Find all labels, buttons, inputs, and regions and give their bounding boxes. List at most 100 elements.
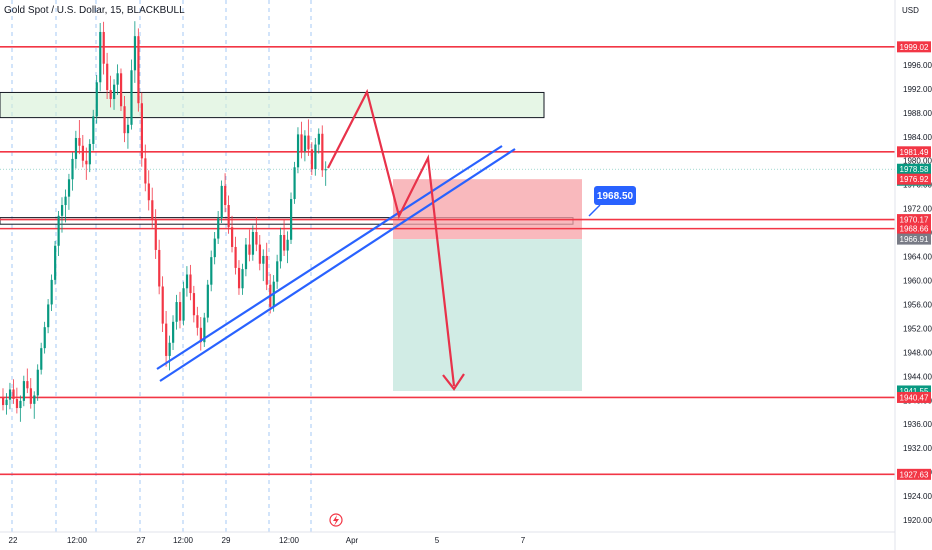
price-label-value: 1999.02	[900, 43, 929, 52]
candle-body	[283, 234, 286, 251]
candle-body	[314, 144, 317, 170]
candle-body	[137, 36, 140, 104]
candle-body	[206, 284, 209, 318]
candle-body	[210, 257, 213, 285]
candle-body	[189, 274, 192, 294]
y-tick-label: 1952.00	[903, 324, 932, 333]
candle-body	[54, 245, 57, 280]
candle-body	[67, 179, 71, 197]
y-tick-label: 1996.00	[903, 61, 932, 70]
x-tick-label: 12:00	[67, 536, 88, 545]
candle-body	[50, 279, 53, 305]
price-label-value: 1966.91	[900, 235, 929, 244]
candle-body	[276, 261, 279, 282]
candle-body	[95, 82, 98, 117]
x-tick-label: 22	[9, 536, 18, 545]
time-axis[interactable]: 22 12:00 27 12:00 29 12:00 Apr 5 7	[0, 531, 895, 545]
x-tick-label: 12:00	[279, 536, 300, 545]
callout-value: 1968.50	[597, 191, 634, 202]
price-label-value: 1941.55	[900, 387, 929, 396]
price-label-value: 1970.17	[900, 216, 929, 225]
supply-zone	[0, 91, 545, 119]
price-label-badge	[897, 173, 931, 185]
candle-body	[64, 196, 67, 206]
candle-body	[123, 106, 126, 134]
candle-body	[47, 304, 50, 328]
candle-body	[217, 218, 220, 239]
candle-body	[22, 381, 26, 401]
candle-body	[85, 160, 88, 165]
x-tick-label: 27	[137, 536, 146, 545]
candle-body	[26, 381, 29, 389]
y-tick-label: 1980.00	[903, 157, 932, 166]
candle-body	[255, 231, 258, 245]
candle-body	[147, 183, 150, 201]
candle-body	[296, 134, 300, 168]
candle-body	[182, 288, 185, 321]
candle-body	[33, 395, 36, 404]
candle-body	[161, 286, 164, 324]
candle-body	[88, 143, 91, 165]
y-tick-label: 1944.00	[903, 372, 932, 381]
trendline-lower	[159, 148, 516, 382]
candle-body	[154, 219, 157, 250]
candle-body	[99, 31, 102, 83]
candle-body	[109, 90, 112, 100]
y-tick-label: 1948.00	[903, 348, 932, 357]
candle-body	[251, 231, 255, 255]
projection-path	[327, 88, 456, 387]
price-label-value: 1968.66	[900, 225, 929, 234]
candle-body	[203, 317, 206, 343]
candle-body	[231, 227, 234, 247]
candle-body	[81, 145, 85, 161]
price-label-badge	[897, 385, 931, 397]
candle-body	[165, 323, 168, 356]
candle-body	[237, 267, 241, 289]
candle-body	[196, 315, 199, 328]
price-label-value: 1978.58	[900, 165, 929, 174]
candle-body	[279, 234, 282, 262]
y-tick-label: 1988.00	[903, 109, 932, 118]
candle-body	[262, 255, 265, 264]
candle-body	[60, 205, 64, 216]
candle-body	[92, 116, 95, 144]
candle-body	[324, 169, 327, 171]
candle-body	[158, 249, 161, 287]
candle-body	[293, 167, 296, 200]
price-label-badge	[897, 41, 931, 53]
take-profit-zone	[393, 239, 582, 391]
candle-body	[168, 342, 171, 356]
candle-body	[29, 388, 32, 404]
candle-body	[213, 238, 216, 258]
candle-body	[133, 36, 137, 71]
drawings-layer[interactable]: 1968.50	[156, 88, 636, 527]
candle-body	[241, 269, 244, 289]
candle-body	[119, 73, 123, 107]
price-axis[interactable]: 1920.001924.001928.001932.001936.001940.…	[894, 0, 932, 550]
candlestick-series	[2, 21, 327, 422]
candle-body	[12, 389, 15, 400]
x-tick-label: 12:00	[173, 536, 194, 545]
price-axis-background	[895, 0, 932, 550]
y-tick-label: 1936.00	[903, 420, 932, 429]
candle-body	[102, 31, 105, 64]
x-tick-label: 7	[521, 536, 526, 545]
candle-body	[307, 135, 310, 150]
price-label-badge	[897, 146, 931, 158]
candle-body	[224, 185, 227, 206]
x-tick-label: 5	[435, 536, 440, 545]
y-tick-label: 1984.00	[903, 133, 932, 142]
price-label-badge	[897, 233, 931, 245]
callout-connector	[588, 204, 601, 217]
x-tick-label: 29	[222, 536, 231, 545]
horizontal-levels	[0, 46, 895, 476]
candle-body	[151, 200, 154, 220]
lightning-glyph	[333, 515, 339, 526]
candle-body	[2, 397, 5, 406]
candle-body	[126, 124, 130, 134]
candle-body	[227, 205, 230, 228]
y-tick-label: 1964.00	[903, 253, 932, 262]
candle-body	[140, 103, 143, 159]
price-label-value: 1940.47	[900, 393, 929, 402]
